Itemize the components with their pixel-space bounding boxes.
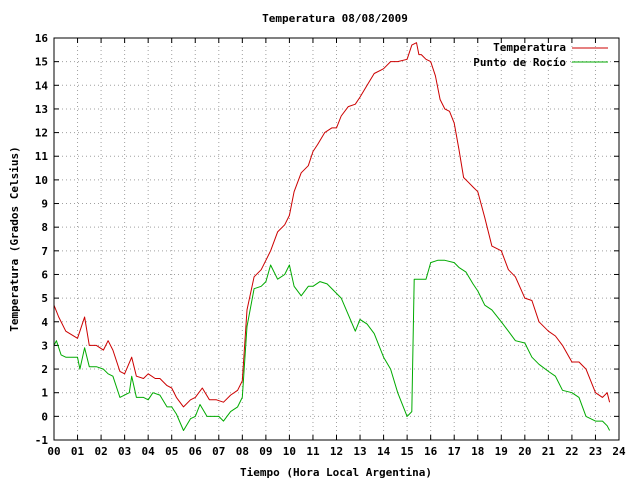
x-tick-label: 11: [306, 445, 320, 458]
grid: [54, 38, 619, 440]
x-tick-label: 20: [518, 445, 531, 458]
y-tick-label: 14: [35, 79, 49, 92]
x-tick-label: 06: [189, 445, 203, 458]
x-tick-label: 09: [259, 445, 272, 458]
x-tick-label: 02: [94, 445, 107, 458]
plot-frame: [53, 37, 620, 441]
x-tick-label: 04: [142, 445, 156, 458]
series-line-temperatura: [53, 42, 611, 408]
x-tick-label: 13: [353, 445, 366, 458]
x-tick-label: 22: [565, 445, 578, 458]
x-tick-label: 23: [589, 445, 602, 458]
y-tick-label: 8: [41, 221, 48, 234]
x-tick-label: 05: [165, 445, 178, 458]
x-tick-label: 15: [401, 445, 414, 458]
x-tick-label: 10: [283, 445, 296, 458]
legend-label-temperatura: Temperatura: [493, 41, 566, 54]
series-lines: [53, 42, 611, 431]
x-tick-label: 03: [118, 445, 131, 458]
x-tick-label: 21: [542, 445, 556, 458]
x-tick-label: 00: [47, 445, 60, 458]
y-tick-label: 0: [41, 410, 48, 423]
y-tick-label: 3: [41, 339, 48, 352]
x-tick-label: 01: [71, 445, 85, 458]
x-tick-label: 24: [612, 445, 626, 458]
x-axis-label: Tiempo (Hora Local Argentina): [240, 466, 432, 479]
chart-title: Temperatura 08/08/2009: [262, 12, 408, 25]
y-tick-label: -1: [35, 434, 49, 447]
y-tick-label: 16: [35, 32, 49, 45]
series-line-punto-de-rocio: [53, 259, 611, 431]
legend: Temperatura Punto de Rocío: [473, 41, 608, 69]
y-tick-label: 15: [35, 56, 48, 69]
y-tick-label: 2: [41, 363, 48, 376]
x-tick-label: 16: [424, 445, 438, 458]
x-tick-label: 19: [495, 445, 508, 458]
x-tick-label: 07: [212, 445, 225, 458]
y-tick-label: 9: [41, 198, 48, 211]
axis-ticks: 00 01 02 03 04 05 06 07 08 09 10 11 12 13 14 15 16 17 18 19…: [35, 32, 626, 458]
y-tick-label: 1: [41, 387, 48, 400]
y-tick-label: 6: [41, 268, 48, 281]
x-tick-label: 18: [471, 445, 484, 458]
x-tick-label: 12: [330, 445, 343, 458]
y-tick-label: 12: [35, 127, 48, 140]
legend-label-punto-de-rocio: Punto de Rocío: [473, 56, 566, 69]
y-tick-label: 13: [35, 103, 48, 116]
y-tick-label: 11: [35, 150, 49, 163]
y-tick-label: 10: [35, 174, 48, 187]
y-tick-label: 4: [41, 316, 48, 329]
y-tick-label: 7: [41, 245, 48, 258]
y-axis-label: Temperatura (Grados Celsius): [8, 146, 21, 331]
x-tick-label: 17: [448, 445, 461, 458]
x-tick-label: 08: [236, 445, 249, 458]
x-tick-label: 14: [377, 445, 391, 458]
y-tick-label: 5: [41, 292, 48, 305]
